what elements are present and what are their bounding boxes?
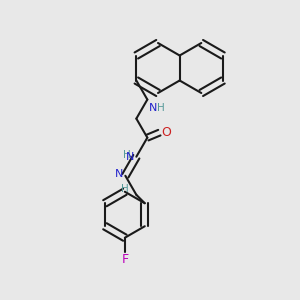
Text: N: N <box>126 152 134 162</box>
Text: O: O <box>161 126 171 139</box>
Text: N: N <box>149 103 158 112</box>
Text: F: F <box>121 253 128 266</box>
Text: H: H <box>157 103 165 112</box>
Text: N: N <box>115 169 123 179</box>
Text: H: H <box>123 150 130 160</box>
Text: H: H <box>121 184 128 194</box>
